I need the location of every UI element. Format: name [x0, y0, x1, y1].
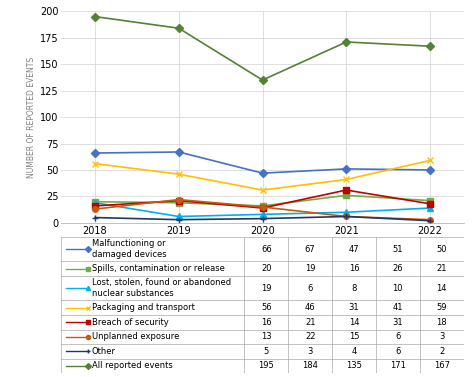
All reported events	[260, 78, 265, 82]
Text: 6: 6	[307, 284, 313, 293]
Unplanned exposure	[176, 197, 182, 202]
Text: 14: 14	[437, 284, 447, 293]
Text: 50: 50	[437, 245, 447, 253]
Spills, contamination or release	[343, 193, 349, 198]
Breach of security	[427, 202, 433, 206]
Text: 46: 46	[305, 303, 315, 312]
Spills, contamination or release	[427, 198, 433, 203]
Text: Malfunctioning or
damaged devices: Malfunctioning or damaged devices	[92, 239, 166, 259]
Y-axis label: NUMBER OF REPORTED EVENTS: NUMBER OF REPORTED EVENTS	[27, 57, 36, 178]
Text: 3: 3	[439, 332, 444, 341]
Malfunctioning or
damaged devices	[260, 171, 265, 175]
Malfunctioning or
damaged devices	[343, 167, 349, 171]
Text: 195: 195	[258, 362, 274, 371]
Text: 21: 21	[437, 264, 447, 273]
Text: 3: 3	[307, 347, 313, 356]
Packaging and transport	[343, 177, 349, 182]
Other	[343, 214, 349, 219]
Text: Spills, contamination or release: Spills, contamination or release	[92, 264, 225, 273]
Line: Packaging and transport: Packaging and transport	[91, 157, 434, 193]
Text: 56: 56	[261, 303, 272, 312]
Malfunctioning or
damaged devices	[92, 151, 98, 155]
Unplanned exposure	[260, 205, 265, 209]
Lost, stolen, found or abandoned
nuclear substances	[92, 201, 98, 205]
Text: 22: 22	[305, 332, 315, 341]
Spills, contamination or release	[92, 199, 98, 204]
Text: 6: 6	[395, 332, 401, 341]
Line: All reported events: All reported events	[92, 14, 433, 83]
Unplanned exposure	[427, 218, 433, 222]
Packaging and transport	[427, 158, 433, 163]
Text: 171: 171	[390, 362, 406, 371]
Unplanned exposure	[343, 214, 349, 219]
Text: 16: 16	[261, 318, 272, 327]
Text: 13: 13	[261, 332, 272, 341]
Text: 19: 19	[261, 284, 272, 293]
Spills, contamination or release	[176, 201, 182, 205]
Text: 41: 41	[393, 303, 403, 312]
Lost, stolen, found or abandoned
nuclear substances	[427, 206, 433, 210]
Text: Other: Other	[92, 347, 115, 356]
Line: Breach of security: Breach of security	[92, 187, 433, 211]
Line: Unplanned exposure: Unplanned exposure	[92, 197, 433, 222]
Other	[176, 218, 182, 222]
Text: Breach of security: Breach of security	[92, 318, 168, 327]
Text: 18: 18	[436, 318, 447, 327]
Text: Unplanned exposure: Unplanned exposure	[92, 332, 179, 341]
Text: 8: 8	[351, 284, 357, 293]
Text: 31: 31	[393, 318, 403, 327]
Text: 31: 31	[349, 303, 359, 312]
All reported events	[92, 14, 98, 19]
Malfunctioning or
damaged devices	[176, 150, 182, 154]
Text: 6: 6	[395, 347, 401, 356]
Text: 59: 59	[437, 303, 447, 312]
Breach of security	[176, 198, 182, 203]
Line: Spills, contamination or release: Spills, contamination or release	[92, 193, 433, 209]
Text: 184: 184	[302, 362, 318, 371]
Spills, contamination or release	[260, 204, 265, 208]
Text: 2: 2	[439, 347, 444, 356]
Other	[92, 215, 98, 220]
Other	[260, 216, 265, 221]
Breach of security	[92, 204, 98, 208]
All reported events	[427, 44, 433, 49]
Line: Lost, stolen, found or abandoned
nuclear substances: Lost, stolen, found or abandoned nuclear…	[92, 200, 433, 219]
Text: 167: 167	[434, 362, 450, 371]
Text: 14: 14	[349, 318, 359, 327]
Line: Other: Other	[91, 213, 434, 224]
Text: 20: 20	[261, 264, 272, 273]
All reported events	[343, 40, 349, 44]
Lost, stolen, found or abandoned
nuclear substances	[260, 212, 265, 217]
Breach of security	[260, 206, 265, 210]
Unplanned exposure	[92, 207, 98, 211]
Text: 16: 16	[349, 264, 359, 273]
Text: All reported events: All reported events	[92, 362, 172, 371]
Text: 51: 51	[393, 245, 403, 253]
Malfunctioning or
damaged devices	[427, 168, 433, 172]
Lost, stolen, found or abandoned
nuclear substances	[343, 210, 349, 215]
Text: 19: 19	[305, 264, 315, 273]
Packaging and transport	[92, 161, 98, 166]
Text: Packaging and transport: Packaging and transport	[92, 303, 194, 312]
Breach of security	[343, 188, 349, 192]
Text: 47: 47	[349, 245, 359, 253]
All reported events	[176, 26, 182, 31]
Text: 66: 66	[261, 245, 272, 253]
Text: 4: 4	[351, 347, 357, 356]
Line: Malfunctioning or
damaged devices: Malfunctioning or damaged devices	[92, 149, 433, 176]
Packaging and transport	[260, 188, 265, 192]
Text: Lost, stolen, found or abandoned
nuclear substances: Lost, stolen, found or abandoned nuclear…	[92, 279, 231, 298]
Text: 21: 21	[305, 318, 315, 327]
Text: 135: 135	[346, 362, 362, 371]
Text: 10: 10	[393, 284, 403, 293]
Lost, stolen, found or abandoned
nuclear substances	[176, 214, 182, 219]
Text: 15: 15	[349, 332, 359, 341]
Packaging and transport	[176, 172, 182, 176]
Other	[427, 218, 433, 223]
Text: 67: 67	[305, 245, 315, 253]
Text: 5: 5	[264, 347, 269, 356]
Text: 26: 26	[393, 264, 403, 273]
